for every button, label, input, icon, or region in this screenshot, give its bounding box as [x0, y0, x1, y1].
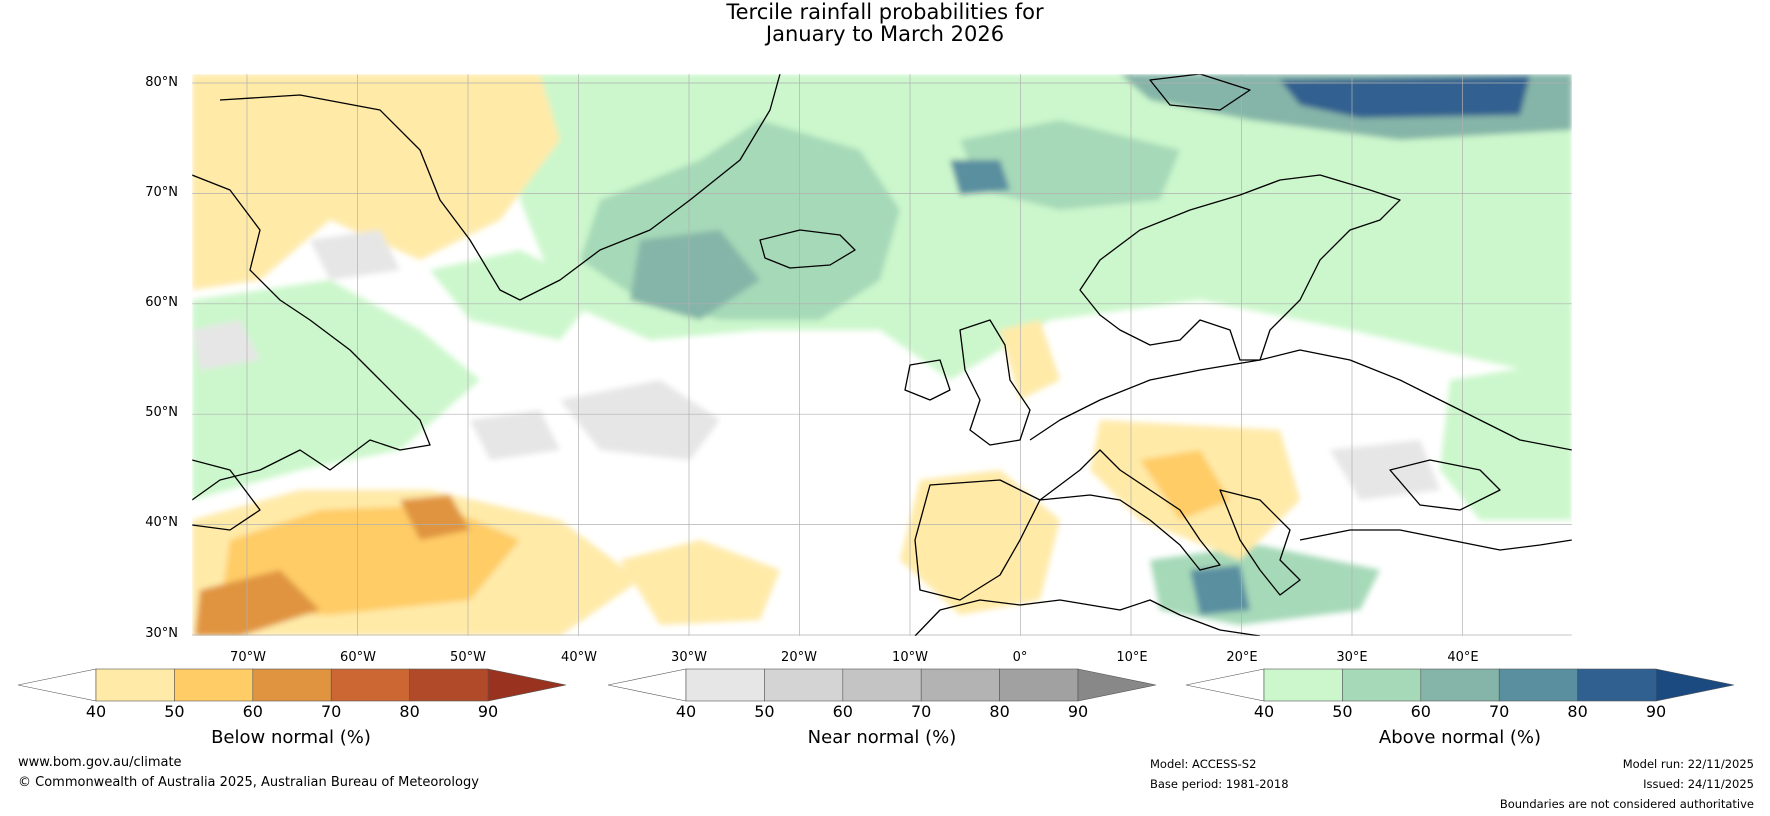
probability-region	[1280, 76, 1530, 118]
colorbar-tick-label: 60	[832, 702, 853, 721]
coastline	[904, 359, 951, 401]
lat-label-40n: 40°N	[145, 515, 178, 530]
probability-region	[195, 570, 320, 636]
colorbar-tick-label: 80	[1567, 702, 1588, 721]
probability-region	[430, 250, 600, 340]
lon-label-10w: 10°W	[892, 650, 928, 665]
lon-label-70w: 70°W	[230, 650, 266, 665]
footer-copyright: © Commonwealth of Australia 2025, Austra…	[18, 775, 479, 790]
coastline	[192, 459, 261, 531]
coastline	[759, 229, 856, 269]
probability-region	[960, 120, 1180, 210]
probability-region	[1330, 440, 1440, 500]
probability-region	[192, 280, 480, 500]
probability-region	[192, 320, 260, 370]
lon-label-10e: 10°E	[1116, 650, 1148, 665]
coastline	[914, 599, 1261, 636]
lon-label-40e: 40°E	[1447, 650, 1479, 665]
probability-region	[400, 495, 470, 540]
colorbar-tick-label: 40	[85, 702, 107, 721]
lon-label-30e: 30°E	[1336, 650, 1368, 665]
probability-region	[620, 540, 780, 625]
lon-label-20w: 20°W	[781, 650, 817, 665]
coastline	[1039, 449, 1221, 571]
colorbar-tick-label: 60	[1410, 702, 1431, 721]
probability-region	[630, 230, 760, 320]
colorbar-tick-label: 50	[164, 702, 185, 721]
lon-label-30w: 30°W	[671, 650, 707, 665]
colorbar-tick-label: 70	[321, 702, 342, 721]
colorbar-tick-label: 50	[754, 702, 775, 721]
colorbar-near-normal-label: Near normal (%)	[807, 727, 957, 748]
lat-label-30n: 30°N	[145, 626, 178, 641]
colorbar-tick-label: 60	[242, 702, 263, 721]
footer-model: Model: ACCESS-S2	[1150, 757, 1257, 771]
map-title-line2: January to March 2026	[765, 22, 1005, 46]
footer-issued: Issued: 24/11/2025	[1643, 777, 1754, 791]
lon-label-50w: 50°W	[450, 650, 486, 665]
colorbar-tick-label: 50	[1332, 702, 1353, 721]
colorbar-tick-label: 40	[675, 702, 697, 721]
colorbar-tick-label: 70	[1489, 702, 1510, 721]
map-title-line1: Tercile rainfall probabilities for	[726, 0, 1044, 24]
lon-label-0: 0°	[1012, 650, 1028, 665]
colorbar-tick-label: 90	[1067, 702, 1089, 721]
map-frame	[191, 73, 1573, 637]
coastline	[219, 74, 781, 301]
colorbar-tick-label: 90	[477, 702, 499, 721]
lat-label-80n: 80°N	[145, 75, 178, 90]
probability-region	[560, 380, 720, 460]
colorbar-tick-label: 90	[1645, 702, 1667, 721]
lat-label-60n: 60°N	[145, 295, 178, 310]
footer-website: www.bom.gov.au/climate	[18, 755, 182, 770]
coastline	[1389, 459, 1501, 511]
coastlines	[192, 74, 1572, 636]
coastline	[959, 319, 1031, 446]
lon-label-60w: 60°W	[340, 650, 376, 665]
coastline	[1299, 529, 1572, 551]
lat-label-50n: 50°N	[145, 405, 178, 420]
coastline	[914, 479, 1041, 601]
colorbar-above-normal-label: Above normal (%)	[1378, 727, 1542, 748]
colorbar-tick-label: 70	[911, 702, 932, 721]
probability-region	[1140, 450, 1230, 520]
probability-region	[1440, 360, 1572, 520]
footer-base-period: Base period: 1981-2018	[1150, 777, 1289, 791]
coastline	[1079, 174, 1401, 361]
lon-label-40w: 40°W	[561, 650, 597, 665]
probability-region	[950, 160, 1010, 195]
footer-disclaimer: Boundaries are not considered authoritat…	[1499, 797, 1754, 811]
colorbar-below-normal-label: Below normal (%)	[211, 727, 371, 748]
probability-region	[470, 410, 560, 460]
coastline	[1029, 349, 1572, 451]
lon-label-20e: 20°E	[1226, 650, 1258, 665]
graticule	[192, 74, 1572, 636]
probability-region	[1300, 200, 1572, 360]
colorbar-tick-label: 40	[1253, 702, 1275, 721]
footer-model-run: Model run: 22/11/2025	[1622, 757, 1754, 771]
lat-label-70n: 70°N	[145, 185, 178, 200]
coastline	[1149, 74, 1251, 111]
probability-region	[310, 230, 400, 280]
colorbar-tick-label: 80	[989, 702, 1010, 721]
coastline	[1219, 489, 1301, 596]
probability-region	[1190, 565, 1250, 615]
probability-region	[900, 470, 1060, 615]
probability-region	[1000, 320, 1060, 400]
colorbar-tick-label: 80	[399, 702, 420, 721]
coastline	[192, 174, 431, 501]
